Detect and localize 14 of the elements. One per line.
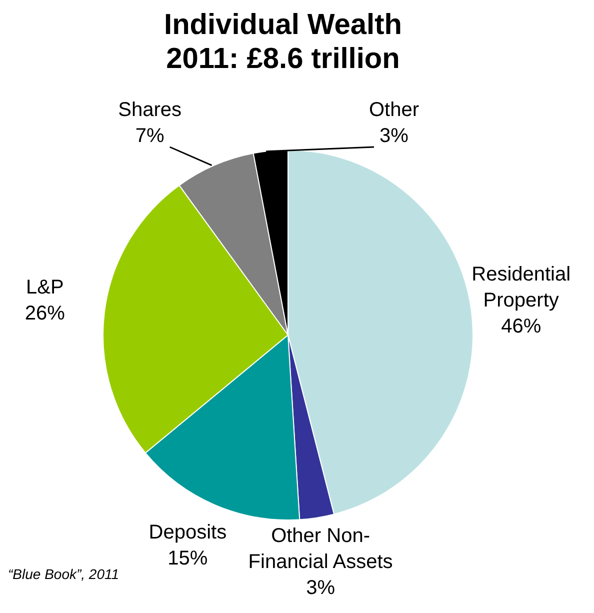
slice-label: Other [368, 99, 420, 121]
data-label: 3% [306, 577, 336, 600]
data-label: 7% [135, 125, 164, 147]
data-label: 46% [501, 316, 542, 338]
slice-label: Residential Property [472, 264, 571, 312]
slice-label: L&P [26, 276, 64, 299]
text: “Blue Book”, 2011 [8, 566, 120, 582]
slice-label: Shares [118, 99, 182, 121]
data-label: 3% [380, 125, 409, 147]
data-label: 26% [24, 302, 66, 325]
slice-label: Deposits [148, 522, 227, 544]
data-label: 15% [168, 548, 208, 570]
slice-label: Other Non-Financial Assets [248, 525, 393, 574]
chart-title: Individual Wealth 2011: £8.6 trillion [163, 8, 403, 76]
